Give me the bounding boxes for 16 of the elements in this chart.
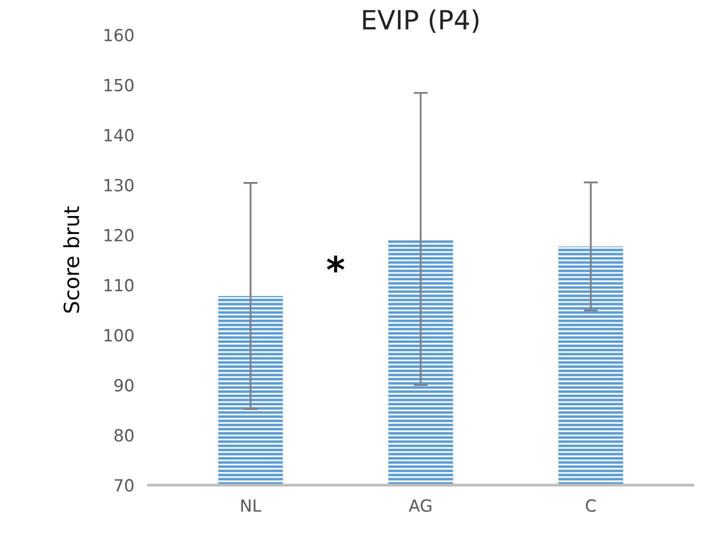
y-tick-label: 160 [104, 28, 134, 42]
x-tick-label: NL [241, 499, 262, 512]
y-tick-label: 90 [114, 378, 134, 392]
y-tick-label: 110 [104, 278, 134, 292]
y-tick-label: 100 [104, 328, 134, 342]
x-tick-label: C [586, 499, 596, 512]
y-tick-label: 120 [104, 228, 134, 242]
chart-title: EVIP (P4) [363, 9, 478, 33]
y-tick-label: 80 [114, 429, 134, 442]
y-tick-label: 70 [114, 479, 134, 492]
y-tick-label: 150 [104, 78, 134, 92]
y-tick-label: 140 [104, 128, 134, 142]
y-axis-title: Score brut [63, 206, 80, 313]
annotation: * [326, 256, 344, 272]
y-tick-label: 130 [104, 178, 134, 192]
x-tick-label: AG [408, 499, 432, 512]
